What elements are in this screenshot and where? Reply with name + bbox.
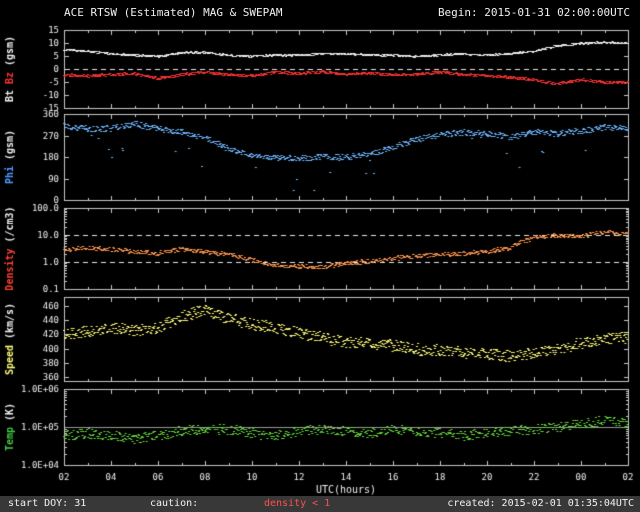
- caution-label: caution:: [150, 498, 199, 509]
- plot-header: ACE RTSW (Estimated) MAG & SWEPAM Begin:…: [0, 2, 640, 22]
- plot-footer: start DOY: 31 caution: density < 1 creat…: [0, 496, 640, 512]
- caution-value: density < 1: [264, 498, 331, 509]
- begin-timestamp: Begin: 2015-01-31 02:00:00UTC: [437, 6, 630, 19]
- plot-title: ACE RTSW (Estimated) MAG & SWEPAM: [64, 6, 283, 19]
- start-doy-label: start DOY: 31: [8, 498, 87, 509]
- created-timestamp: created: 2015-02-01 01:35:04UTC: [447, 498, 634, 509]
